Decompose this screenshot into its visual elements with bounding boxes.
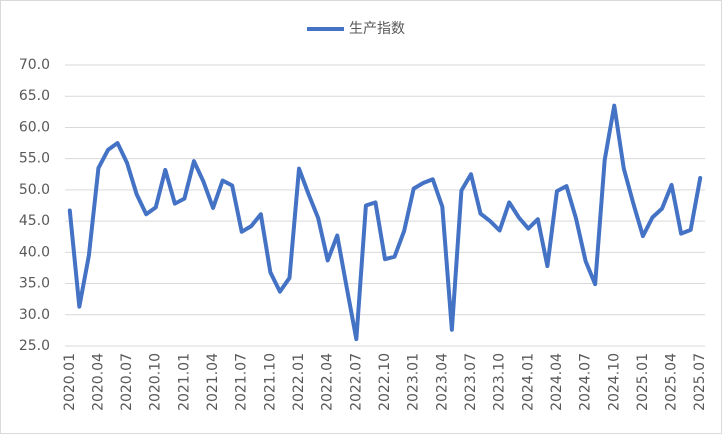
y-tick-label: 30.0 [19,307,50,323]
x-tick-label: 2025.04 [664,353,680,411]
x-tick-label: 2024.07 [578,353,594,411]
y-tick-label: 70.0 [19,57,50,73]
x-tick-label: 2022.10 [377,353,393,411]
x-tick-label: 2022.01 [291,353,307,411]
x-tick-label: 2022.07 [348,353,364,411]
x-tick-label: 2020.07 [119,353,135,411]
y-tick-label: 35.0 [19,276,50,292]
x-tick-label: 2025.01 [635,353,651,411]
y-tick-label: 45.0 [19,213,50,229]
x-tick-label: 2020.01 [62,353,78,411]
x-tick-label: 2020.04 [90,353,106,411]
x-tick-label: 2023.07 [463,353,479,411]
y-tick-label: 60.0 [19,119,50,135]
x-tick-label: 2024.04 [549,353,565,411]
x-tick-label: 2024.01 [520,353,536,411]
y-tick-label: 65.0 [19,88,50,104]
x-tick-label: 2022.04 [320,353,336,411]
y-tick-label: 40.0 [19,244,50,260]
y-tick-label: 55.0 [19,151,50,167]
x-tick-label: 2020.10 [148,353,164,411]
x-tick-label: 2025.07 [692,353,708,411]
y-tick-label: 50.0 [19,182,50,198]
x-tick-label: 2024.10 [606,353,622,411]
x-tick-label: 2021.07 [234,353,250,411]
x-tick-label: 2023.10 [492,353,508,411]
series-line [67,103,703,342]
x-tick-label: 2023.01 [406,353,422,411]
y-tick-label: 25.0 [19,338,50,354]
x-tick-label: 2023.04 [434,353,450,411]
legend-label: 生产指数 [349,21,405,37]
x-tick-label: 2021.01 [176,353,192,411]
x-tick-label: 2021.04 [205,353,221,411]
x-tick-label: 2021.10 [262,353,278,411]
